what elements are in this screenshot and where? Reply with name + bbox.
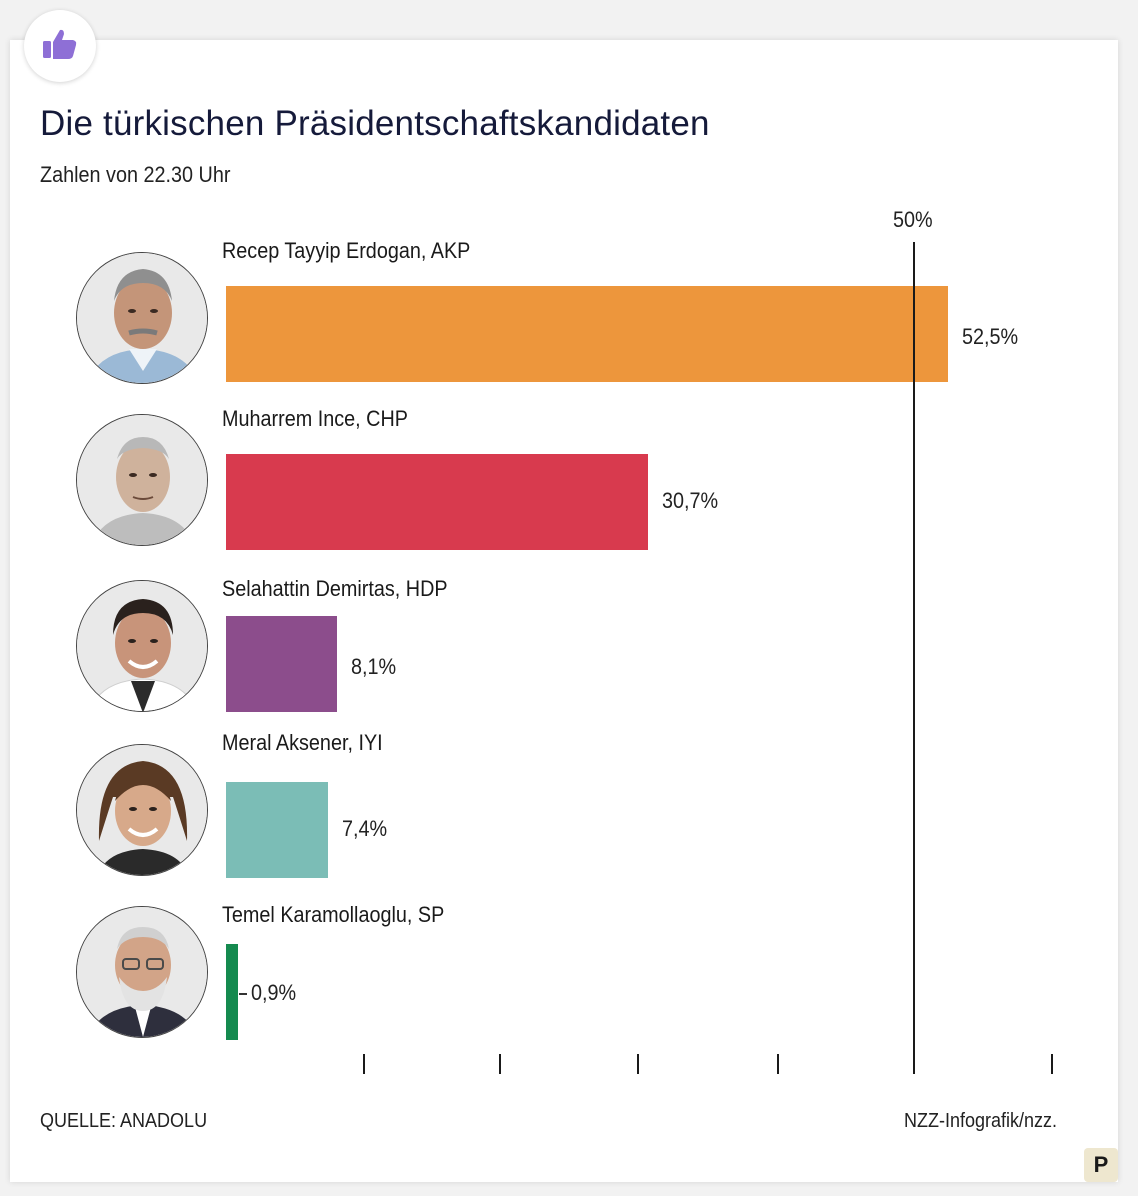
candidate-portrait-ince bbox=[76, 414, 208, 546]
value-label: 30,7% bbox=[662, 488, 719, 513]
credit-note: NZZ-Infografik/nzz. bbox=[904, 1110, 1058, 1132]
candidate-name: Temel Karamollaoglu, SP bbox=[222, 902, 445, 927]
value-label: 0,9% bbox=[251, 980, 297, 1005]
candidate-name: Muharrem Ince, CHP bbox=[222, 406, 408, 431]
axis-tick bbox=[1051, 1054, 1053, 1074]
like-badge[interactable] bbox=[24, 10, 96, 82]
candidate-portrait-erdogan bbox=[76, 252, 208, 384]
candidate-portrait-demirtas bbox=[76, 580, 208, 712]
axis-tick bbox=[363, 1054, 365, 1074]
value-leader-line bbox=[239, 993, 248, 995]
axis-tick bbox=[499, 1054, 501, 1074]
bar-ince bbox=[226, 454, 649, 550]
axis-tick bbox=[637, 1054, 639, 1074]
bar-demirtas bbox=[226, 616, 338, 712]
thumbs-up-icon bbox=[40, 24, 80, 69]
chart-title: Die türkischen Präsidentschaftskandidate… bbox=[40, 104, 710, 143]
bar-karamollaoglu bbox=[226, 944, 239, 1040]
candidate-name: Recep Tayyip Erdogan, AKP bbox=[222, 238, 471, 263]
axis-tick bbox=[777, 1054, 779, 1074]
value-label: 52,5% bbox=[962, 324, 1019, 349]
p-button[interactable]: P bbox=[1084, 1148, 1118, 1182]
reference-line-50 bbox=[913, 242, 915, 1074]
source-note: QUELLE: ANADOLU bbox=[40, 1110, 208, 1132]
candidate-portrait-karamollaoglu bbox=[76, 906, 208, 1038]
chart-subtitle: Zahlen von 22.30 Uhr bbox=[40, 162, 231, 187]
bar-erdogan bbox=[226, 286, 949, 382]
value-label: 7,4% bbox=[341, 816, 387, 841]
value-label: 8,1% bbox=[351, 654, 397, 679]
bar-aksener bbox=[226, 782, 328, 878]
candidate-name: Selahattin Demirtas, HDP bbox=[222, 576, 448, 601]
candidate-name: Meral Aksener, IYI bbox=[222, 730, 383, 755]
reference-line-label: 50% bbox=[893, 207, 933, 232]
candidate-portrait-aksener bbox=[76, 744, 208, 876]
